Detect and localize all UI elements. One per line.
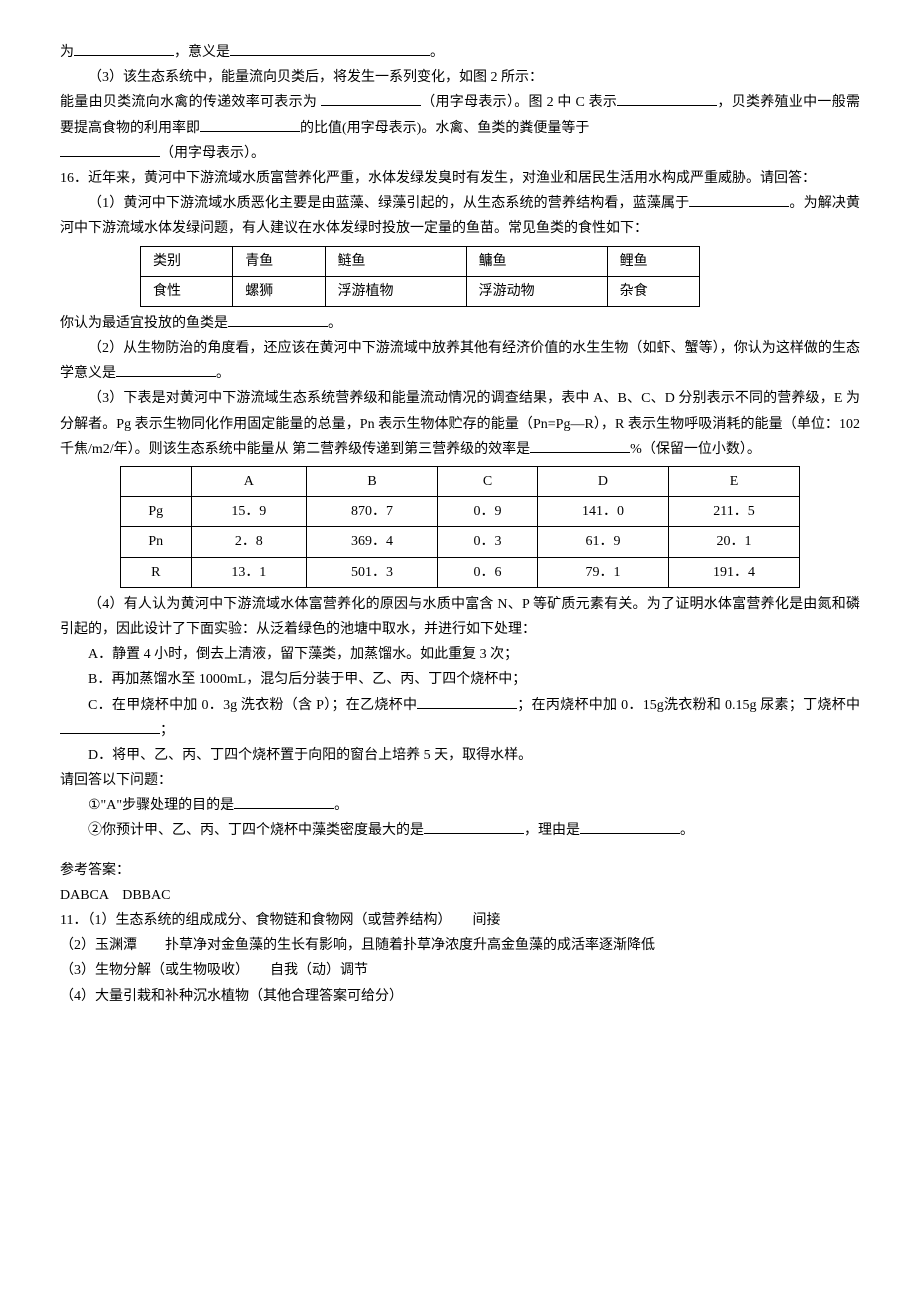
- cell: R: [121, 557, 192, 587]
- cell: D: [537, 467, 668, 497]
- answers-11-4: （4）大量引栽和补种沉水植物（其他合理答案可给分）: [60, 984, 860, 1009]
- blank: [234, 794, 334, 809]
- sub-q2: ②你预计甲、乙、丙、丁四个烧杯中藻类密度最大的是，理由是。: [60, 818, 860, 843]
- answers-line1: DABCA DBBAC: [60, 883, 860, 908]
- cell: A: [191, 467, 306, 497]
- answers-11-3: （3）生物分解（或生物吸收） 自我（动）调节: [60, 958, 860, 983]
- line-fill: 为，意义是。: [60, 40, 860, 65]
- energy-table: A B C D E Pg 15．9 870．7 0．9 141．0 211．5 …: [120, 466, 800, 588]
- cell: 鲢鱼: [325, 246, 466, 276]
- blank: [689, 192, 789, 207]
- cell: 870．7: [307, 497, 438, 527]
- cell: 501．3: [307, 557, 438, 587]
- cell: 141．0: [537, 497, 668, 527]
- blank: [321, 91, 421, 106]
- blank: [230, 41, 430, 56]
- answers-11-2: （2）玉渊潭 扑草净对金鱼藻的生长有影响，且随着扑草净浓度升高金鱼藻的成活率逐渐…: [60, 933, 860, 958]
- q16-p1c: 你认为最适宜投放的鱼类是。: [60, 311, 860, 336]
- table-row: A B C D E: [121, 467, 800, 497]
- cell: 鲤鱼: [607, 246, 699, 276]
- cell: 13．1: [191, 557, 306, 587]
- cell: 浮游植物: [325, 276, 466, 306]
- blank: [530, 438, 630, 453]
- cell: 鳙鱼: [466, 246, 607, 276]
- table-row: R 13．1 501．3 0．6 79．1 191．4: [121, 557, 800, 587]
- table-row: 食性 螺狮 浮游植物 浮游动物 杂食: [141, 276, 700, 306]
- blank: [417, 694, 517, 709]
- cell: 369．4: [307, 527, 438, 557]
- blank: [228, 312, 328, 327]
- fish-table: 类别 青鱼 鲢鱼 鳙鱼 鲤鱼 食性 螺狮 浮游植物 浮游动物 杂食: [140, 246, 700, 307]
- cell: 0．9: [438, 497, 538, 527]
- q16-p3: （3）下表是对黄河中下游流域生态系统营养级和能量流动情况的调查结果，表中 A、B…: [60, 386, 860, 462]
- para-3: （3）该生态系统中，能量流向贝类后，将发生一系列变化，如图 2 所示：: [60, 65, 860, 90]
- answers-title: 参考答案：: [60, 858, 860, 883]
- cell: 191．4: [668, 557, 799, 587]
- blank: [74, 41, 174, 56]
- table-row: Pn 2．8 369．4 0．3 61．9 20．1: [121, 527, 800, 557]
- cell: 61．9: [537, 527, 668, 557]
- cell: 0．6: [438, 557, 538, 587]
- q16-p4: （4）有人认为黄河中下游流域水体富营养化的原因与水质中富含 N、P 等矿质元素有…: [60, 592, 860, 642]
- blank: [580, 819, 680, 834]
- blank: [60, 142, 160, 157]
- sub-q1: ①"A"步骤处理的目的是。: [60, 793, 860, 818]
- cell: 杂食: [607, 276, 699, 306]
- cell: 浮游动物: [466, 276, 607, 306]
- cell: 0．3: [438, 527, 538, 557]
- cell: 79．1: [537, 557, 668, 587]
- cell: 20．1: [668, 527, 799, 557]
- blank: [424, 819, 524, 834]
- step-a: A．静置 4 小时，倒去上清液，留下藻类，加蒸馏水。如此重复 3 次；: [60, 642, 860, 667]
- cell: Pg: [121, 497, 192, 527]
- blank: [116, 362, 216, 377]
- table-row: 类别 青鱼 鲢鱼 鳙鱼 鲤鱼: [141, 246, 700, 276]
- conclude: 请回答以下问题：: [60, 768, 860, 793]
- step-d: D．将甲、乙、丙、丁四个烧杯置于向阳的窗台上培养 5 天，取得水样。: [60, 743, 860, 768]
- blank: [200, 117, 300, 132]
- cell: 2．8: [191, 527, 306, 557]
- para-3b: 能量由贝类流向水禽的传递效率可表示为 （用字母表示）。图 2 中 C 表示，贝类…: [60, 90, 860, 140]
- q16-p2: （2）从生物防治的角度看，还应该在黄河中下游流域中放养其他有经济价值的水生生物（…: [60, 336, 860, 386]
- q16-p1: （1）黄河中下游流域水质恶化主要是由蓝藻、绿藻引起的，从生态系统的营养结构看，蓝…: [60, 191, 860, 241]
- cell: 15．9: [191, 497, 306, 527]
- table-row: Pg 15．9 870．7 0．9 141．0 211．5: [121, 497, 800, 527]
- blank: [60, 719, 160, 734]
- q16-stem: 16．近年来，黄河中下游流域水质富营养化严重，水体发绿发臭时有发生，对渔业和居民…: [60, 166, 860, 191]
- cell: [121, 467, 192, 497]
- cell: Pn: [121, 527, 192, 557]
- step-b: B．再加蒸馏水至 1000mL，混匀后分装于甲、乙、丙、丁四个烧杯中；: [60, 667, 860, 692]
- cell: 类别: [141, 246, 233, 276]
- cell: 螺狮: [233, 276, 325, 306]
- step-c: C．在甲烧杯中加 0．3g 洗衣粉（含 P）；在乙烧杯中；在丙烧杯中加 0．15…: [60, 693, 860, 743]
- cell: 食性: [141, 276, 233, 306]
- cell: C: [438, 467, 538, 497]
- para-3c: （用字母表示）。: [60, 141, 860, 166]
- answers-11-1: 11．（1）生态系统的组成成分、食物链和食物网（或营养结构） 间接: [60, 908, 860, 933]
- cell: B: [307, 467, 438, 497]
- cell: 青鱼: [233, 246, 325, 276]
- cell: 211．5: [668, 497, 799, 527]
- blank: [617, 91, 717, 106]
- cell: E: [668, 467, 799, 497]
